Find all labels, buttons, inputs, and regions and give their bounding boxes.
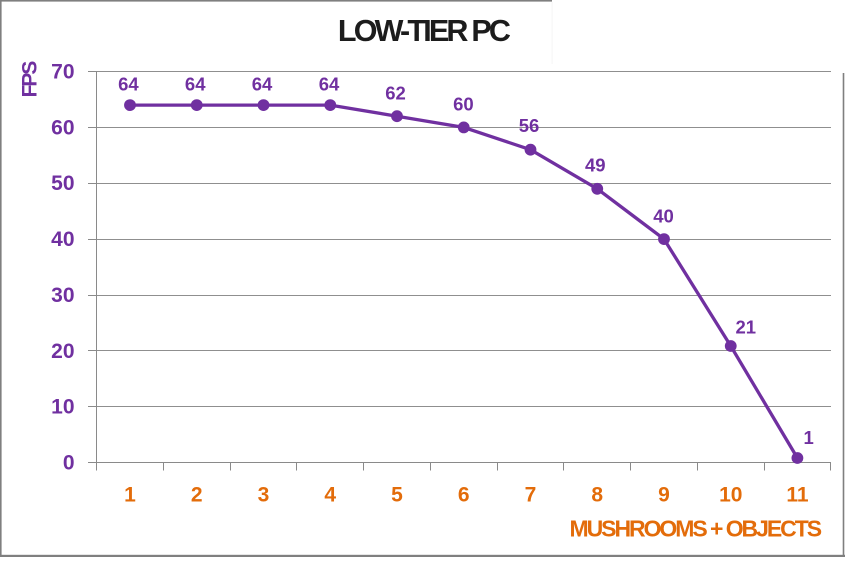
svg-text:40: 40 xyxy=(653,205,674,226)
svg-text:LOW-TIER PC: LOW-TIER PC xyxy=(338,14,511,48)
svg-text:40: 40 xyxy=(51,228,74,251)
svg-text:1: 1 xyxy=(124,484,136,507)
svg-text:9: 9 xyxy=(658,484,670,507)
svg-text:21: 21 xyxy=(736,317,757,338)
svg-text:8: 8 xyxy=(591,484,603,507)
svg-text:2: 2 xyxy=(191,484,203,507)
svg-text:7: 7 xyxy=(525,484,537,507)
svg-text:64: 64 xyxy=(319,74,340,95)
svg-text:FPS: FPS xyxy=(18,61,41,98)
svg-text:60: 60 xyxy=(51,116,74,139)
svg-text:11: 11 xyxy=(786,484,809,507)
svg-text:50: 50 xyxy=(51,172,74,195)
svg-text:10: 10 xyxy=(51,396,74,419)
svg-text:1: 1 xyxy=(804,427,814,448)
svg-text:3: 3 xyxy=(258,484,270,507)
svg-text:4: 4 xyxy=(324,484,336,507)
svg-text:5: 5 xyxy=(391,484,403,507)
svg-text:10: 10 xyxy=(719,484,742,507)
svg-text:60: 60 xyxy=(453,94,474,115)
svg-text:64: 64 xyxy=(185,74,206,95)
svg-text:30: 30 xyxy=(51,284,74,307)
svg-text:0: 0 xyxy=(63,452,75,475)
svg-text:6: 6 xyxy=(458,484,470,507)
svg-text:49: 49 xyxy=(585,154,606,175)
svg-text:56: 56 xyxy=(519,115,540,136)
svg-text:70: 70 xyxy=(51,61,74,84)
svg-text:64: 64 xyxy=(252,74,273,95)
svg-text:20: 20 xyxy=(51,340,74,363)
svg-text:64: 64 xyxy=(118,74,139,95)
svg-text:MUSHROOMS + OBJECTS: MUSHROOMS + OBJECTS xyxy=(569,516,821,542)
svg-text:62: 62 xyxy=(385,83,406,104)
